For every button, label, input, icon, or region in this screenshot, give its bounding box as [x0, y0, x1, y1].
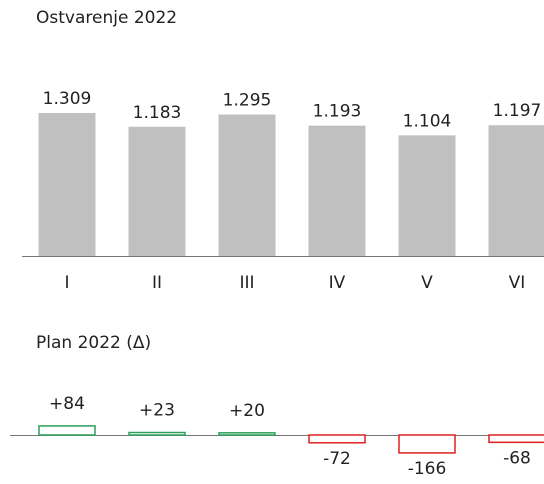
delta-bar: [38, 425, 96, 436]
x-tick-label: II: [152, 273, 162, 293]
chart-title: Plan 2022 (Δ): [36, 333, 151, 353]
value-label: +84: [49, 394, 85, 414]
value-label: -166: [408, 459, 447, 479]
bar: [488, 125, 544, 256]
bar: [398, 135, 456, 256]
value-label: 1.197: [493, 101, 542, 121]
value-label: 1.104: [403, 111, 452, 131]
x-tick-label: IV: [329, 273, 346, 293]
bar: [128, 126, 186, 256]
bar: [308, 125, 366, 256]
bar: [218, 114, 276, 257]
value-label: 1.309: [43, 89, 92, 109]
x-tick-label: VI: [509, 273, 526, 293]
x-tick-label: III: [239, 273, 254, 293]
x-tick-label: I: [64, 273, 69, 293]
value-label: -72: [323, 449, 351, 469]
value-label: 1.295: [223, 91, 272, 111]
value-label: +23: [139, 401, 175, 421]
bar: [38, 112, 96, 256]
x-tick-label: V: [421, 273, 433, 293]
delta-bar: [218, 432, 276, 436]
delta-bar: [488, 434, 544, 444]
value-label: 1.193: [313, 102, 362, 122]
delta-bar: [398, 434, 456, 454]
value-label: 1.183: [133, 103, 182, 123]
value-label: -68: [503, 448, 531, 468]
value-label: +20: [229, 401, 265, 421]
delta-bar: [308, 434, 366, 444]
delta-bar: [128, 431, 186, 436]
chart-title: Ostvarenje 2022: [36, 8, 177, 28]
